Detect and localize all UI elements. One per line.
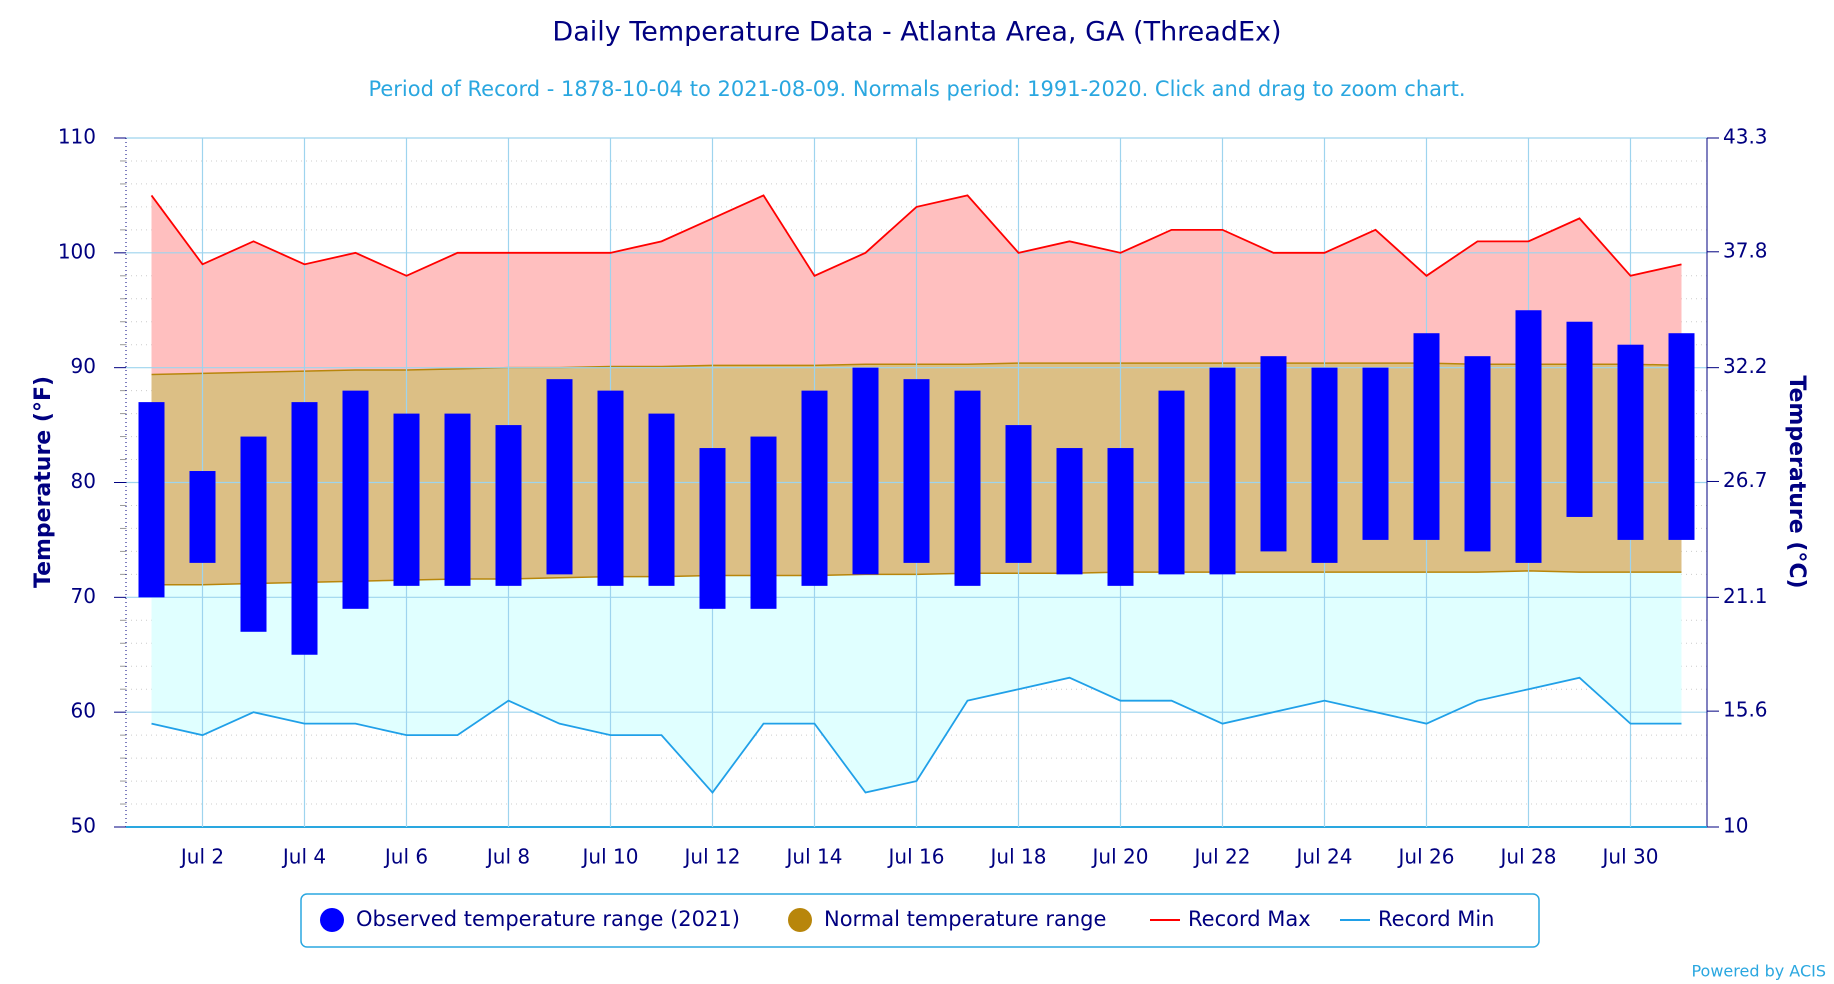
- y-tick-label: 90: [71, 354, 96, 378]
- x-tick-label: Jul 8: [485, 845, 530, 869]
- observed-bar: [189, 471, 216, 563]
- x-tick-label: Jul 4: [281, 845, 326, 869]
- y2-tick-label: 37.8: [1723, 238, 1768, 262]
- observed-bar: [1362, 367, 1389, 540]
- x-tick-label: Jul 18: [989, 845, 1047, 869]
- legend-box: [300, 893, 1540, 948]
- y-tick-label: 110: [58, 125, 96, 149]
- observed-bar: [291, 402, 318, 655]
- observed-bar: [1566, 321, 1593, 517]
- record-line: [150, 194, 1682, 277]
- observed-bar: [1158, 390, 1185, 575]
- legend-label[interactable]: Record Min: [1378, 907, 1495, 931]
- credits: Powered by ACIS: [1691, 962, 1826, 981]
- x-tick-label: Jul 22: [1193, 845, 1251, 869]
- y-tick-label: 100: [58, 239, 96, 263]
- y2-tick-label: 32.2: [1723, 354, 1768, 378]
- observed-bar: [1515, 310, 1542, 563]
- y2-tick-label: 10: [1723, 814, 1748, 838]
- observed-bar: [1311, 367, 1338, 563]
- observed-bar: [1668, 333, 1695, 540]
- legend-label[interactable]: Normal temperature range: [824, 907, 1106, 931]
- observed-bar: [1209, 367, 1236, 575]
- x-tick-label: Jul 14: [785, 845, 843, 869]
- observed-bar: [1107, 448, 1134, 586]
- observed-bar: [801, 390, 828, 586]
- observed-bar: [597, 390, 624, 586]
- record-line: [151, 676, 1682, 794]
- y2-tick-label: 15.6: [1723, 698, 1768, 722]
- observed-bar: [699, 448, 726, 609]
- legend-label[interactable]: Observed temperature range (2021): [356, 907, 740, 931]
- observed-bar: [546, 379, 573, 575]
- observed-bar: [903, 379, 930, 563]
- observed-bar: [1464, 356, 1491, 552]
- x-tick-label: Jul 20: [1091, 845, 1149, 869]
- x-tick-label: Jul 28: [1499, 845, 1557, 869]
- observed-bar: [240, 436, 267, 632]
- legend-label[interactable]: Record Max: [1188, 907, 1311, 931]
- y2-tick-label: 21.1: [1723, 584, 1768, 608]
- y2-axis-title: Temperature (°C): [1784, 375, 1809, 588]
- observed-bar: [648, 413, 675, 586]
- x-tick-label: Jul 26: [1397, 845, 1455, 869]
- y-tick-label: 80: [71, 469, 96, 493]
- observed-bar: [1056, 448, 1083, 575]
- observed-bar: [1005, 425, 1032, 563]
- observed-bar: [750, 436, 777, 609]
- observed-bar: [1617, 344, 1644, 540]
- y2-tick-label: 43.3: [1723, 125, 1768, 149]
- x-tick-label: Jul 10: [581, 845, 639, 869]
- x-tick-label: Jul 2: [179, 845, 224, 869]
- observed-bar: [1260, 356, 1287, 552]
- observed-bar: [444, 413, 471, 586]
- chart-title: Daily Temperature Data - Atlanta Area, G…: [552, 17, 1281, 48]
- observed-bar: [1413, 333, 1440, 540]
- y2-tick-label: 26.7: [1723, 468, 1768, 492]
- observed-bar: [852, 367, 879, 575]
- x-tick-label: Jul 16: [887, 845, 945, 869]
- chart-subtitle: Period of Record - 1878-10-04 to 2021-08…: [368, 77, 1465, 101]
- y-tick-label: 50: [71, 814, 96, 838]
- legend-symbol[interactable]: [788, 908, 812, 932]
- x-tick-label: Jul 30: [1601, 845, 1659, 869]
- y-tick-label: 70: [71, 584, 96, 608]
- observed-bar: [393, 413, 420, 586]
- x-tick-label: Jul 24: [1295, 845, 1353, 869]
- observed-bar: [954, 390, 981, 586]
- observed-bar: [138, 402, 165, 598]
- y-tick-label: 60: [71, 699, 96, 723]
- legend-symbol[interactable]: [320, 908, 344, 932]
- observed-bar: [342, 390, 369, 609]
- x-tick-label: Jul 6: [383, 845, 428, 869]
- y-axis-title: Temperature (°F): [31, 376, 56, 588]
- observed-bar: [495, 425, 522, 586]
- x-tick-label: Jul 12: [683, 845, 741, 869]
